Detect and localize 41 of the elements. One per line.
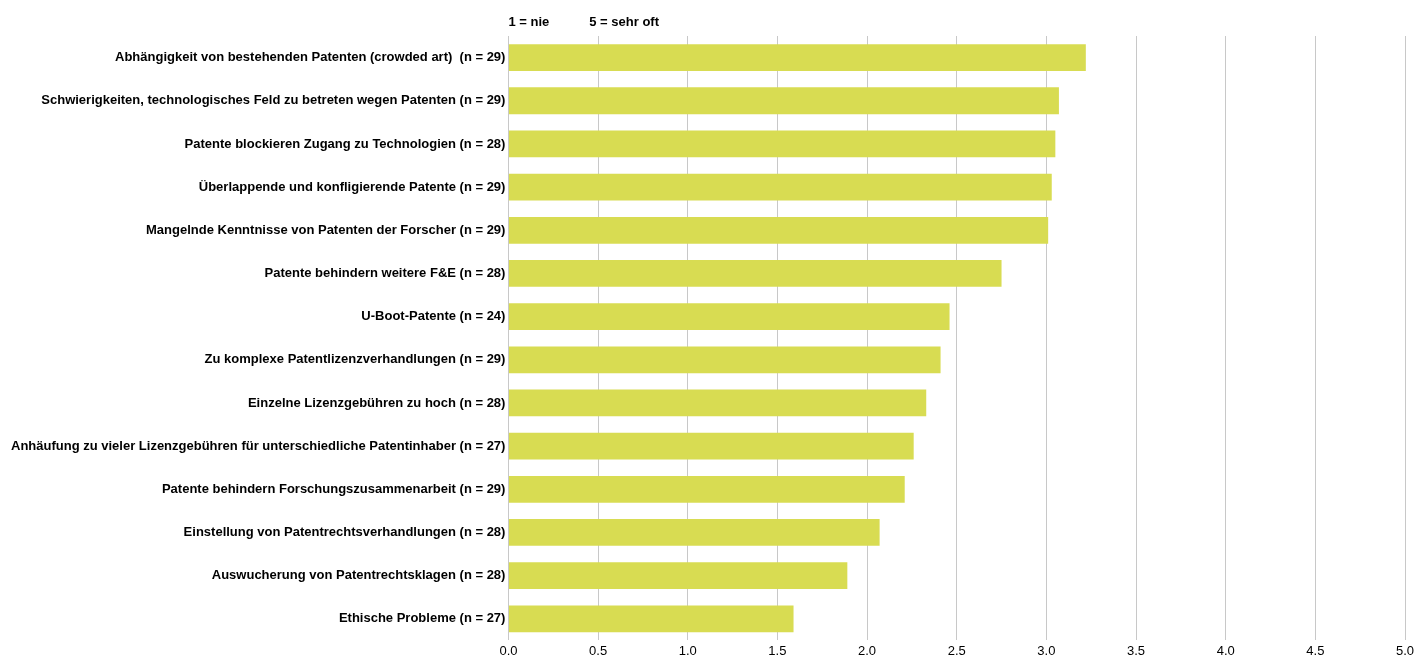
text: 1 = nie (508, 13, 550, 29)
y-tick-label: Abhängigkeit von bestehenden Patenten (crowded art) (n = 29) (115, 49, 506, 65)
x-tick-label: 5.0 (1395, 642, 1415, 658)
bar (508, 260, 1002, 287)
x-tick-label: 0.5 (589, 642, 608, 658)
x-tick-label: 3.5 (1126, 642, 1146, 658)
bar (508, 475, 905, 503)
bar (508, 389, 927, 417)
y-tick-label: Schwierigkeiten, technologisches Feld zu betreten wegen Patenten (n = 29) (41, 92, 506, 108)
y-tick-label: Patente blockieren Zugang zu Technologien (n = 28) (184, 135, 506, 151)
y-tick-label: Patente behindern Forschungszusammenarbeit (n = 29) (161, 480, 506, 496)
x-tick-label: 1.5 (768, 642, 787, 658)
text: 5 = sehr oft (589, 13, 660, 29)
bar (508, 605, 794, 633)
x-tick-label: 4.5 (1306, 642, 1325, 658)
x-tick-label: 2.0 (858, 642, 877, 658)
bar (508, 44, 1086, 71)
x-tick-label: 0.0 (499, 642, 518, 658)
x-tick-label: 3.0 (1037, 642, 1056, 658)
y-tick-label: Zu komplexe Patentlizenzverhandlungen (n = 29) (204, 351, 506, 367)
y-tick-label: Mangelnde Kenntnisse von Patenten der Forscher (n = 29) (146, 221, 506, 237)
bar (508, 519, 880, 546)
y-tick-label: Ethische Probleme (n = 27) (338, 610, 506, 626)
bar (508, 562, 848, 590)
y-tick-label: Einzelne Lizenzgebühren zu hoch (n = 28) (247, 394, 506, 410)
bar (508, 87, 1059, 115)
y-tick-label: Anhäufung zu vieler Lizenzgebühren für unterschiedliche Patentinhaber (n = 27) (10, 437, 506, 453)
x-tick-label: 4.0 (1216, 642, 1235, 658)
bar (508, 130, 1056, 158)
bar (508, 303, 950, 330)
y-tick-label: Einstellung von Patentrechtsverhandlungen (n = 28) (183, 524, 506, 540)
bar (508, 346, 941, 374)
bar (508, 216, 1049, 244)
x-tick-label: 2.5 (947, 642, 966, 658)
y-tick-label: Auswucherung von Patentrechtsklagen (n = 28) (211, 567, 506, 583)
y-tick-label: Überlappende und konfligierende Patente (n = 29) (198, 178, 506, 194)
bar (508, 173, 1052, 201)
y-tick-label: U-Boot-Patente (n = 24) (361, 308, 506, 324)
x-tick-label: 1.0 (678, 642, 697, 658)
y-tick-label: Patente behindern weitere F&E (n = 28) (264, 265, 506, 281)
bar (508, 432, 914, 460)
